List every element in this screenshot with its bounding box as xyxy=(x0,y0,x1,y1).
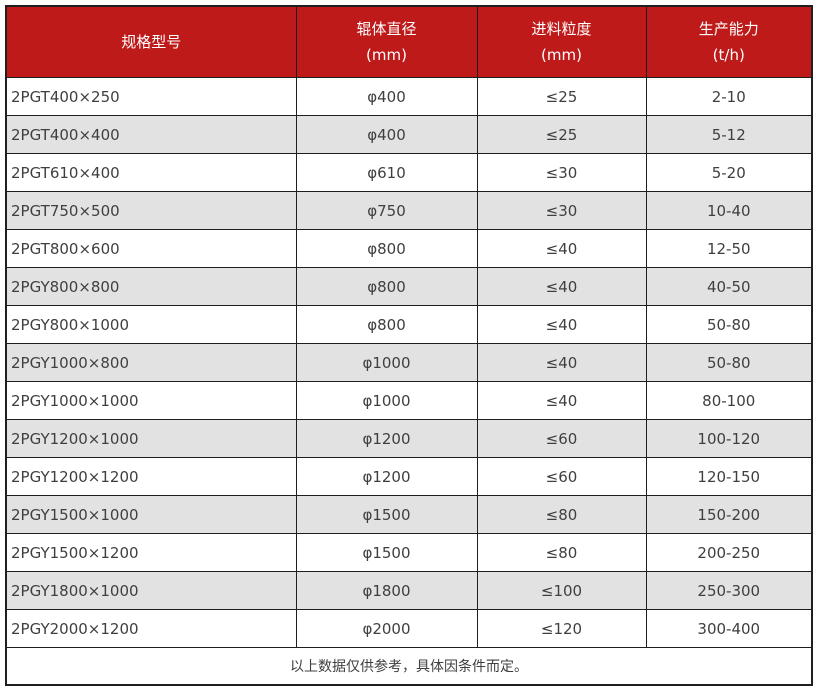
feed-size-cell: ≤60 xyxy=(476,457,647,496)
roller-diameter-cell: φ1200 xyxy=(295,457,478,496)
feed-size-cell: ≤30 xyxy=(476,153,647,192)
capacity-cell: 150-200 xyxy=(645,495,813,534)
model-cell: 2PGY1000×800 xyxy=(5,343,297,382)
table-row: 2PGY800×1000 φ800 ≤40 50-80 xyxy=(5,305,813,344)
feed-size-cell: ≤40 xyxy=(476,381,647,420)
roller-diameter-cell: φ800 xyxy=(295,229,478,268)
model-cell: 2PGY800×1000 xyxy=(5,305,297,344)
footnote-text: 以上数据仅供参考，具体因条件而定。 xyxy=(5,647,813,686)
feed-size-cell: ≤100 xyxy=(476,571,647,610)
capacity-cell: 50-80 xyxy=(645,343,813,382)
header-label: 规格型号 xyxy=(121,33,182,51)
table-row: 2PGT610×400 φ610 ≤30 5-20 xyxy=(5,153,813,192)
model-cell: 2PGY1200×1200 xyxy=(5,457,297,496)
model-cell: 2PGT400×250 xyxy=(5,77,297,116)
table-row: 2PGY1200×1200 φ1200 ≤60 120-150 xyxy=(5,457,813,496)
table-row: 2PGY1500×1000 φ1500 ≤80 150-200 xyxy=(5,495,813,534)
capacity-cell: 40-50 xyxy=(645,267,813,306)
roller-diameter-cell: φ800 xyxy=(295,305,478,344)
spec-table-header: 规格型号 辊体直径 (mm) 进料粒度 (mm) 生产能力 (t/h) xyxy=(5,5,813,78)
model-cell: 2PGY1500×1000 xyxy=(5,495,297,534)
table-row: 2PGY1200×1000 φ1200 ≤60 100-120 xyxy=(5,419,813,458)
roller-diameter-cell: φ2000 xyxy=(295,609,478,648)
model-cell: 2PGY2000×1200 xyxy=(5,609,297,648)
table-row: 2PGT400×400 φ400 ≤25 5-12 xyxy=(5,115,813,154)
roller-diameter-cell: φ1500 xyxy=(295,533,478,572)
header-cell-roller-diameter: 辊体直径 (mm) xyxy=(295,5,478,78)
table-row: 2PGT750×500 φ750 ≤30 10-40 xyxy=(5,191,813,230)
feed-size-cell: ≤40 xyxy=(476,343,647,382)
capacity-cell: 250-300 xyxy=(645,571,813,610)
table-row: 2PGY1500×1200 φ1500 ≤80 200-250 xyxy=(5,533,813,572)
footnote-row: 以上数据仅供参考，具体因条件而定。 xyxy=(5,647,813,686)
capacity-cell: 10-40 xyxy=(645,191,813,230)
roller-diameter-cell: φ1000 xyxy=(295,343,478,382)
header-label: 进料粒度 xyxy=(531,20,592,38)
roller-diameter-cell: φ1000 xyxy=(295,381,478,420)
model-cell: 2PGY1200×1000 xyxy=(5,419,297,458)
feed-size-cell: ≤60 xyxy=(476,419,647,458)
capacity-cell: 120-150 xyxy=(645,457,813,496)
header-label: 生产能力 xyxy=(698,20,759,38)
feed-size-cell: ≤25 xyxy=(476,115,647,154)
roller-diameter-cell: φ1200 xyxy=(295,419,478,458)
roller-diameter-cell: φ400 xyxy=(295,77,478,116)
feed-size-cell: ≤40 xyxy=(476,267,647,306)
header-unit: (mm) xyxy=(366,46,407,64)
model-cell: 2PGY1500×1200 xyxy=(5,533,297,572)
roller-diameter-cell: φ800 xyxy=(295,267,478,306)
model-cell: 2PGY1800×1000 xyxy=(5,571,297,610)
feed-size-cell: ≤25 xyxy=(476,77,647,116)
feed-size-cell: ≤80 xyxy=(476,495,647,534)
table-row: 2PGY800×800 φ800 ≤40 40-50 xyxy=(5,267,813,306)
spec-table-footer: 以上数据仅供参考，具体因条件而定。 xyxy=(5,647,813,686)
feed-size-cell: ≤40 xyxy=(476,229,647,268)
feed-size-cell: ≤120 xyxy=(476,609,647,648)
capacity-cell: 200-250 xyxy=(645,533,813,572)
roller-diameter-cell: φ400 xyxy=(295,115,478,154)
capacity-cell: 5-12 xyxy=(645,115,813,154)
capacity-cell: 50-80 xyxy=(645,305,813,344)
roller-diameter-cell: φ1500 xyxy=(295,495,478,534)
table-row: 2PGT800×600 φ800 ≤40 12-50 xyxy=(5,229,813,268)
capacity-cell: 300-400 xyxy=(645,609,813,648)
capacity-cell: 80-100 xyxy=(645,381,813,420)
roller-diameter-cell: φ1800 xyxy=(295,571,478,610)
table-row: 2PGY1800×1000 φ1800 ≤100 250-300 xyxy=(5,571,813,610)
feed-size-cell: ≤80 xyxy=(476,533,647,572)
spec-table: 规格型号 辊体直径 (mm) 进料粒度 (mm) 生产能力 (t/h) 2PGT… xyxy=(5,5,813,686)
table-row: 2PGT400×250 φ400 ≤25 2-10 xyxy=(5,77,813,116)
roller-diameter-cell: φ610 xyxy=(295,153,478,192)
capacity-cell: 12-50 xyxy=(645,229,813,268)
model-cell: 2PGT610×400 xyxy=(5,153,297,192)
table-row: 2PGY1000×1000 φ1000 ≤40 80-100 xyxy=(5,381,813,420)
capacity-cell: 2-10 xyxy=(645,77,813,116)
capacity-cell: 100-120 xyxy=(645,419,813,458)
model-cell: 2PGY800×800 xyxy=(5,267,297,306)
header-row: 规格型号 辊体直径 (mm) 进料粒度 (mm) 生产能力 (t/h) xyxy=(5,5,813,78)
model-cell: 2PGT800×600 xyxy=(5,229,297,268)
table-row: 2PGY2000×1200 φ2000 ≤120 300-400 xyxy=(5,609,813,648)
roller-diameter-cell: φ750 xyxy=(295,191,478,230)
model-cell: 2PGT400×400 xyxy=(5,115,297,154)
header-label: 辊体直径 xyxy=(356,20,417,38)
header-unit: (mm) xyxy=(541,46,582,64)
feed-size-cell: ≤40 xyxy=(476,305,647,344)
spec-table-body: 2PGT400×250 φ400 ≤25 2-10 2PGT400×400 φ400 ≤25… xyxy=(5,77,813,648)
capacity-cell: 5-20 xyxy=(645,153,813,192)
feed-size-cell: ≤30 xyxy=(476,191,647,230)
header-cell-model: 规格型号 xyxy=(5,5,297,78)
header-cell-capacity: 生产能力 (t/h) xyxy=(645,5,813,78)
model-cell: 2PGT750×500 xyxy=(5,191,297,230)
header-unit: (t/h) xyxy=(712,46,745,64)
header-cell-feed-size: 进料粒度 (mm) xyxy=(476,5,647,78)
model-cell: 2PGY1000×1000 xyxy=(5,381,297,420)
table-row: 2PGY1000×800 φ1000 ≤40 50-80 xyxy=(5,343,813,382)
